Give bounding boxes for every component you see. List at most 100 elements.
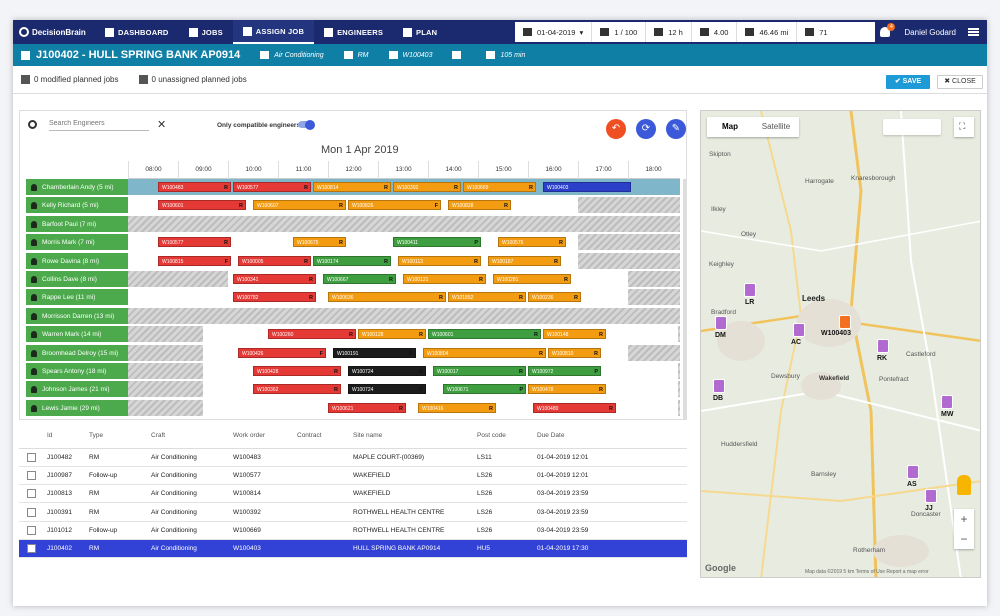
engineer-name[interactable]: Morrisson Darren (13 mi) <box>26 307 128 325</box>
task-bar[interactable]: W100362 R <box>253 384 341 395</box>
engineer-row[interactable]: Broomhead Delroy (15 mi) W100426 F W100191 R… <box>26 344 682 362</box>
row-checkbox[interactable] <box>27 525 36 535</box>
task-bar[interactable]: W100128 R <box>358 329 426 340</box>
map-panel[interactable]: Map Satellite ⛶ Leeds Harrogate Knaresbo… <box>700 110 981 578</box>
tab-satellite[interactable]: Satellite <box>761 122 791 131</box>
engineer-timeline[interactable]: W100341 R W100667 R W100121 R W100281 R <box>128 271 680 288</box>
table-row[interactable]: J100987 Follow-up Air Conditioning W100577 W… <box>19 466 687 486</box>
task-bar[interactable]: W100814 R <box>313 182 391 192</box>
engineer-name[interactable]: Rowe Davina (8 mi) <box>26 252 128 270</box>
nav-dashboard[interactable]: DASHBOARD <box>95 20 179 44</box>
column-header[interactable]: Craft <box>151 424 233 449</box>
engineer-name[interactable]: Morris Mark (7 mi) <box>26 234 128 252</box>
menu-icon[interactable] <box>968 28 979 36</box>
column-header[interactable]: Due Date <box>537 424 687 449</box>
task-bar[interactable]: W100121 R <box>403 274 486 284</box>
street-view-icon[interactable] <box>957 475 971 495</box>
column-header[interactable]: Id <box>47 424 89 449</box>
undo-button[interactable]: ↶ <box>606 119 626 139</box>
clear-icon[interactable]: ✕ <box>157 118 167 131</box>
task-bar[interactable]: W100724 R <box>348 366 426 376</box>
gantt-scrollbar[interactable] <box>683 179 687 419</box>
row-checkbox[interactable] <box>27 507 36 517</box>
table-row[interactable]: J100482 RM Air Conditioning W100483 MAPLE CO… <box>19 448 687 467</box>
task-bar[interactable]: W100636 R <box>328 292 446 303</box>
task-bar[interactable]: W100411 P <box>393 237 481 248</box>
task-bar[interactable]: W100113 R <box>398 255 481 266</box>
task-bar[interactable]: W100017 R <box>433 366 526 376</box>
engineer-name[interactable]: Kelly Richard (5 mi) <box>26 197 128 215</box>
close-button[interactable]: ✖ CLOSE <box>937 75 983 89</box>
fullscreen-button[interactable]: ⛶ <box>954 117 974 137</box>
engineer-timeline[interactable] <box>128 307 680 325</box>
task-bar[interactable]: W101852 R <box>448 292 526 303</box>
engineer-timeline[interactable]: W100601 R W100607 R W100826 F W100828 R <box>128 197 680 215</box>
engineer-row[interactable]: Morrisson Darren (13 mi) <box>26 307 682 325</box>
engineer-pin-jj[interactable] <box>925 489 937 503</box>
engineer-timeline[interactable]: W100621 R W100416 R W100480 R <box>128 399 680 417</box>
task-bar[interactable]: W100148 R <box>543 329 606 340</box>
row-checkbox[interactable] <box>27 452 36 462</box>
table-row[interactable]: J101012 Follow-up Air Conditioning W100669 R… <box>19 521 687 540</box>
task-bar[interactable]: W100669 R <box>463 182 536 192</box>
engineer-row[interactable]: Chamberlain Andy (5 mi) W100483 R W100577 R W… <box>26 179 682 196</box>
layer-toggle[interactable] <box>883 119 941 135</box>
engineer-row[interactable]: Kelly Richard (5 mi) W100601 R W100607 R W100… <box>26 197 682 215</box>
engineer-name[interactable]: Chamberlain Andy (5 mi) <box>26 179 128 196</box>
bell-icon[interactable]: 4 <box>880 23 896 37</box>
engineer-row[interactable]: Rowe Davina (8 mi) W100815 F W100005 R W10017… <box>26 252 682 270</box>
engineer-name[interactable]: Lewis Jamie (29 mi) <box>26 399 128 417</box>
task-bar[interactable]: W100191 R <box>333 347 416 358</box>
task-bar[interactable]: W100577 R <box>158 237 231 248</box>
task-bar[interactable]: W100607 R <box>253 200 346 211</box>
column-header[interactable]: Type <box>89 424 151 449</box>
task-bar[interactable]: W100810 R <box>548 347 601 358</box>
task-bar[interactable]: W100671 P <box>443 384 526 395</box>
task-bar[interactable]: W100174 R <box>313 255 391 266</box>
engineer-name[interactable]: Spears Antony (18 mi) <box>26 363 128 380</box>
tab-map[interactable]: Map <box>722 122 738 131</box>
engineer-row[interactable]: Rappe Lee (11 mi) W100782 R W100636 R W101852… <box>26 289 682 307</box>
task-bar[interactable]: W100403 <box>543 182 631 192</box>
compatible-toggle[interactable]: Only compatible engineers <box>196 120 315 130</box>
task-bar[interactable]: W100483 R <box>158 182 231 192</box>
engineer-row[interactable]: Johnson James (21 mi) W100362 R W100724 R W10… <box>26 381 682 399</box>
nav-engineers[interactable]: ENGINEERS <box>314 20 393 44</box>
task-bar[interactable]: W100281 R <box>493 274 571 284</box>
engineer-timeline[interactable] <box>128 215 680 233</box>
column-header[interactable]: Post code <box>477 424 537 449</box>
task-bar[interactable]: W100416 R <box>418 402 496 413</box>
engineer-timeline[interactable]: W100426 F W100191 R W100804 R W100810 R <box>128 344 680 362</box>
zoom-out-button[interactable]: − <box>960 532 968 546</box>
task-bar[interactable]: W100428 R <box>253 366 341 376</box>
nav-plan[interactable]: PLAN <box>393 20 447 44</box>
engineer-name[interactable]: Johnson James (21 mi) <box>26 381 128 399</box>
engineer-timeline[interactable]: W100428 R W100724 R W100017 R W100972 P <box>128 363 680 380</box>
engineer-name[interactable]: Rappe Lee (11 mi) <box>26 289 128 307</box>
task-bar[interactable]: W100392 R <box>393 182 461 192</box>
row-checkbox[interactable] <box>27 470 36 480</box>
job-pin[interactable] <box>839 315 851 329</box>
toggle-track[interactable] <box>298 120 315 130</box>
engineer-pin-dm[interactable] <box>715 316 727 330</box>
engineer-timeline[interactable]: W100782 R W100636 R W101852 R W100236 R <box>128 289 680 307</box>
engineer-name[interactable]: Warren Mark (14 mi) <box>26 326 128 344</box>
engineer-row[interactable]: Spears Antony (18 mi) W100428 R W100724 R W10… <box>26 363 682 380</box>
task-bar[interactable]: W100972 P <box>528 366 601 376</box>
engineer-row[interactable]: Lewis Jamie (29 mi) W100621 R W100416 R W1004… <box>26 399 682 417</box>
refresh-button[interactable]: ⟳ <box>636 119 656 139</box>
table-row[interactable]: J100402 RM Air Conditioning W100403 HULL SPR… <box>19 539 687 559</box>
task-bar[interactable]: W100187 R <box>488 255 561 266</box>
column-header[interactable]: Work order <box>233 424 297 449</box>
magic-wand-button[interactable]: ✎ <box>666 119 686 139</box>
nav-assign-job[interactable]: ASSIGN JOB <box>232 20 315 44</box>
task-bar[interactable]: W100576 R <box>498 237 566 248</box>
engineer-pin-as[interactable] <box>907 465 919 479</box>
nav-jobs[interactable]: JOBS <box>179 20 233 44</box>
save-button[interactable]: ✔ SAVE <box>886 75 930 89</box>
task-bar[interactable]: W100005 R <box>238 255 311 266</box>
task-bar[interactable]: W100675 R <box>293 237 346 248</box>
engineer-timeline[interactable]: W100260 R W100128 R W100601 R W100148 R <box>128 326 680 344</box>
task-bar[interactable]: W100826 F <box>348 200 441 211</box>
engineer-row[interactable]: Barfoot Paul (7 mi) <box>26 215 682 233</box>
